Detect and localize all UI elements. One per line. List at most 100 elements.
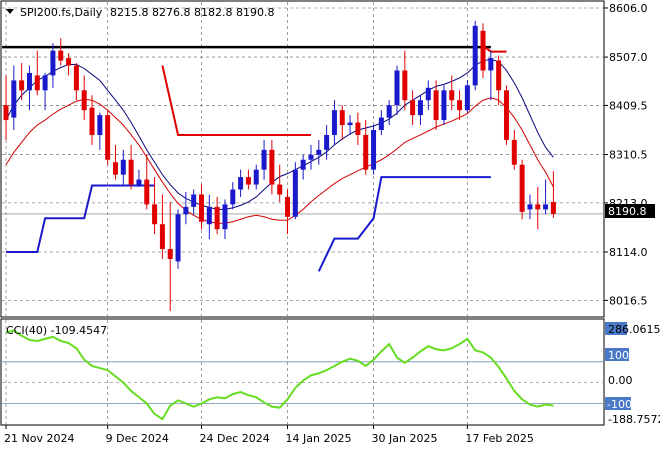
support-line-blue bbox=[317, 176, 491, 272]
candle-body bbox=[222, 204, 228, 230]
cci-label: CCI(40) -109.4547 bbox=[6, 324, 107, 337]
cci-series bbox=[5, 329, 554, 421]
candle-body bbox=[73, 65, 79, 91]
cci-line bbox=[5, 329, 554, 421]
candle-body bbox=[519, 164, 525, 212]
x-tick-label: 21 Nov 2024 bbox=[4, 432, 74, 445]
y-tick-label: 8114.0 bbox=[609, 246, 648, 259]
candle-body bbox=[206, 206, 212, 225]
candle-body bbox=[386, 105, 392, 118]
candle-body bbox=[410, 100, 416, 116]
cci-zero-label: 0.00 bbox=[608, 374, 633, 387]
x-tick-label: 17 Feb 2025 bbox=[465, 432, 533, 445]
ohlc-label: 8215.8 8276.8 8182.8 8190.8 bbox=[110, 6, 274, 19]
candle-body bbox=[363, 134, 369, 170]
candle-body bbox=[527, 204, 533, 210]
candle-body bbox=[394, 70, 400, 106]
candle-body bbox=[535, 204, 541, 210]
y-tick-label: 8606.0 bbox=[609, 2, 648, 15]
candle-body bbox=[402, 70, 408, 101]
y-tick-label: 8016.5 bbox=[609, 294, 648, 307]
x-tick-label: 9 Dec 2024 bbox=[106, 432, 169, 445]
candle-body bbox=[300, 159, 306, 170]
candle-body bbox=[120, 159, 126, 175]
candle-body bbox=[105, 115, 111, 160]
collapse-triangle-icon[interactable] bbox=[6, 9, 14, 14]
candle-body bbox=[324, 134, 330, 150]
x-tick-label: 14 Jan 2025 bbox=[286, 432, 352, 445]
candle-body bbox=[339, 110, 345, 126]
candle-body bbox=[543, 204, 549, 210]
cci-level-100-label: 100 bbox=[608, 349, 629, 362]
candle-body bbox=[347, 122, 353, 126]
candle-body bbox=[19, 80, 25, 91]
candle-body bbox=[253, 169, 259, 185]
candle-body bbox=[167, 249, 173, 259]
candle-body bbox=[3, 105, 9, 121]
candle-body bbox=[441, 90, 447, 121]
candle-body bbox=[199, 194, 204, 222]
overlays bbox=[2, 44, 554, 272]
cci-upper-value: 286.0615 bbox=[608, 323, 660, 336]
candle-body bbox=[230, 189, 236, 205]
candle-body bbox=[331, 110, 337, 135]
candle-body bbox=[277, 184, 283, 195]
candle-body bbox=[378, 117, 384, 130]
candle-body bbox=[58, 50, 64, 61]
price-panel bbox=[0, 0, 605, 318]
candle-body bbox=[175, 214, 181, 262]
candle-body bbox=[261, 149, 267, 170]
candle-body bbox=[550, 201, 556, 214]
candle-body bbox=[214, 206, 220, 230]
candle-body bbox=[238, 177, 244, 190]
candle-body bbox=[464, 85, 470, 111]
candles bbox=[3, 20, 556, 312]
symbol-label: SPI200.fs,Daily bbox=[20, 6, 103, 19]
candle-body bbox=[480, 30, 486, 71]
candle-body bbox=[433, 90, 439, 121]
candle-body bbox=[449, 90, 455, 101]
candle-body bbox=[245, 177, 251, 185]
cci-lower-value: -188.7572 bbox=[608, 413, 660, 426]
x-tick-label: 30 Jan 2025 bbox=[372, 432, 438, 445]
candle-body bbox=[136, 179, 142, 185]
stop-line-red bbox=[161, 65, 311, 136]
candle-body bbox=[144, 179, 150, 205]
candle-body bbox=[308, 154, 314, 160]
candle-body bbox=[496, 60, 502, 91]
candle-body bbox=[34, 75, 40, 91]
candle-body bbox=[183, 206, 189, 215]
candle-body bbox=[191, 194, 197, 207]
cci-level-100-tag bbox=[605, 348, 629, 361]
candle-body bbox=[488, 58, 494, 71]
candle-body bbox=[42, 75, 48, 91]
candle-body bbox=[371, 129, 377, 170]
candle-body bbox=[457, 100, 463, 111]
candle-body bbox=[50, 50, 56, 76]
candle-body bbox=[152, 204, 158, 225]
candle-body bbox=[97, 115, 103, 135]
candle-body bbox=[81, 90, 87, 111]
y-tick-label: 8409.5 bbox=[609, 99, 648, 112]
cci-upper-tag bbox=[605, 322, 627, 335]
candle-body bbox=[66, 58, 72, 66]
x-tick-label: 24 Dec 2024 bbox=[200, 432, 270, 445]
candle-body bbox=[511, 139, 517, 165]
candle-body bbox=[292, 169, 298, 217]
cci-panel bbox=[0, 318, 605, 426]
candle-body bbox=[285, 196, 291, 217]
candle-body bbox=[89, 107, 95, 135]
candle-body bbox=[472, 25, 478, 86]
candle-body bbox=[503, 90, 509, 140]
current-price-tag bbox=[605, 204, 655, 218]
candle-body bbox=[269, 149, 275, 185]
candle-body bbox=[11, 80, 17, 118]
current-price-tag-label: 8190.8 bbox=[608, 205, 647, 218]
candle-body bbox=[316, 149, 322, 155]
y-tick-label: 8310.5 bbox=[609, 149, 648, 162]
y-tick-label: 8507.0 bbox=[609, 51, 648, 64]
ma-slow-line bbox=[5, 97, 554, 224]
candle-body bbox=[417, 100, 423, 116]
